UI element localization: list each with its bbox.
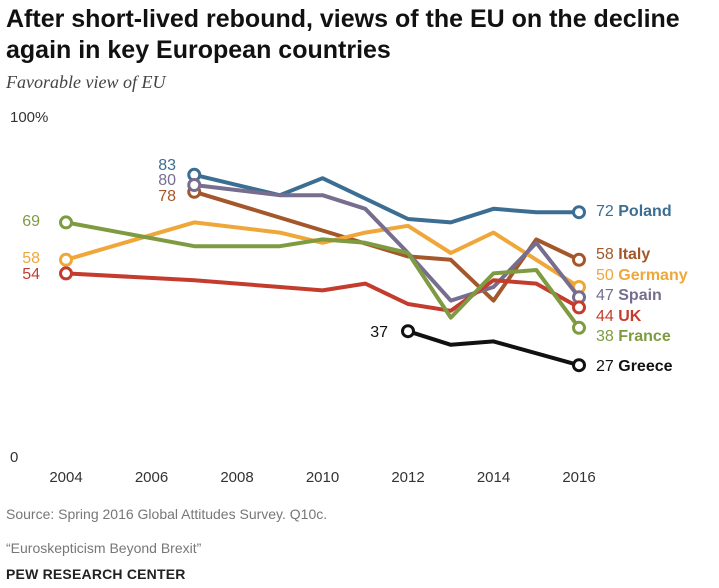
- series-line-greece: [406, 329, 581, 368]
- x-tick-label: 2008: [220, 469, 253, 486]
- x-tick-label: 2012: [391, 469, 424, 486]
- end-label-germany: 50 Germany: [596, 267, 688, 284]
- start-marker-uk: [59, 266, 73, 281]
- start-value-label-poland: 83: [158, 157, 176, 174]
- chart-title: After short-lived rebound, views of the …: [6, 5, 680, 64]
- end-marker-france: [572, 320, 586, 335]
- start-value-label-greece: 37: [370, 324, 388, 341]
- end-marker-italy: [572, 252, 586, 267]
- end-label-poland: 72 Poland: [596, 203, 672, 220]
- x-tick-label: 2016: [562, 469, 595, 486]
- start-value-label-italy: 78: [158, 188, 176, 205]
- x-tick-label: 2010: [306, 469, 339, 486]
- start-value-label-germany: 58: [22, 250, 40, 267]
- end-value-spain: 47: [596, 287, 618, 304]
- x-tick-label: 2014: [477, 469, 510, 486]
- end-label-uk: 44 UK: [596, 308, 642, 325]
- report-title: “Euroskepticism Beyond Brexit”: [6, 540, 202, 556]
- series-name-germany: Germany: [618, 267, 687, 284]
- x-tick-label: 2004: [49, 469, 82, 486]
- end-label-spain: 47 Spain: [596, 287, 662, 304]
- end-marker-greece: [572, 358, 586, 373]
- series-name-poland: Poland: [618, 203, 671, 220]
- start-value-label-uk: 54: [22, 266, 40, 283]
- start-marker-greece: [401, 324, 415, 339]
- series-name-greece: Greece: [618, 358, 672, 375]
- series-name-italy: Italy: [618, 246, 650, 263]
- start-value-label-france: 69: [22, 213, 40, 230]
- y-tick-label: 0: [10, 449, 18, 466]
- end-value-poland: 72: [596, 203, 618, 220]
- x-tick-label: 2006: [135, 469, 168, 486]
- series-name-spain: Spain: [618, 287, 662, 304]
- organization-name: PEW RESEARCH CENTER: [6, 566, 186, 582]
- chart-subtitle: Favorable view of EU: [6, 72, 166, 92]
- line-chart: 2004 2006 2008 2010 2012 2014 2016 0 100% 83 72 P…: [10, 109, 688, 486]
- start-marker-spain: [187, 178, 202, 192]
- end-value-germany: 50: [596, 267, 618, 284]
- end-value-france: 38: [596, 328, 618, 345]
- end-value-uk: 44: [596, 308, 618, 325]
- series-name-uk: UK: [618, 308, 642, 325]
- end-value-greece: 27: [596, 358, 618, 375]
- end-value-italy: 58: [596, 246, 618, 263]
- end-marker-poland: [572, 205, 586, 220]
- y-tick-label: 100%: [10, 109, 48, 126]
- start-value-label-spain: 80: [158, 172, 176, 189]
- start-marker-france: [59, 215, 73, 230]
- source-note: Source: Spring 2016 Global Attitudes Sur…: [6, 506, 328, 522]
- end-label-greece: 27 Greece: [596, 358, 673, 375]
- end-marker-uk: [572, 300, 586, 315]
- end-label-france: 38 France: [596, 328, 671, 345]
- series-line-uk: [64, 271, 581, 313]
- series-line-poland: [192, 172, 581, 225]
- start-marker-germany: [59, 252, 73, 267]
- series-name-france: France: [618, 328, 671, 345]
- end-label-italy: 58 Italy: [596, 246, 650, 263]
- series-line-france: [64, 220, 581, 330]
